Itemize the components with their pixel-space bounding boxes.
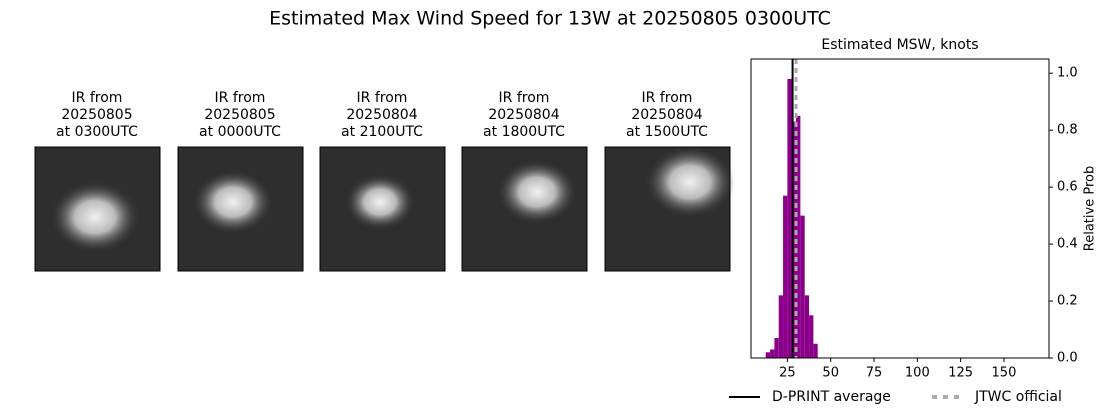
panel-label: at 0000UTC [199,124,281,140]
panel-label: IR from [499,90,550,106]
y-tick-label: 0.4 [1057,237,1078,252]
ir-frame [319,146,446,272]
panel-label: 20250804 [631,107,702,123]
panel-label: 20250805 [61,107,132,123]
legend-label: D-PRINT average [772,389,891,405]
bar [778,295,784,358]
cloud [645,146,735,218]
y-tick-label: 0.2 [1057,294,1078,309]
panel-label: 20250805 [204,107,275,123]
ir-frame [177,146,304,272]
bar [783,195,788,358]
chart-title: Estimated MSW, knots [821,37,978,53]
panel-label: at 0300UTC [56,124,138,140]
bar [791,121,797,359]
y-tick-label: 0.0 [1057,351,1078,366]
legend-label: JTWC official [974,389,1062,405]
panel-label: IR from [215,90,266,106]
y-axis-label: Relative Prob [1083,166,1098,251]
panel-label: at 2100UTC [341,124,423,140]
x-tick-label: 150 [992,366,1017,381]
bar [804,295,810,358]
bar [813,343,818,358]
histogram-chart: Estimated MSW, knots 25 50 75 100 125 150 0.0 0.… [729,37,1098,405]
bar [765,352,771,358]
panel-label: at 1500UTC [626,124,708,140]
x-tick-label: 50 [822,366,839,381]
y-tick-label: 1.0 [1057,66,1078,81]
panel-label: 20250804 [488,107,559,123]
y-tick-label: 0.6 [1057,180,1078,195]
cloud [345,174,415,230]
bar [770,349,775,358]
ir-frame [604,146,731,272]
cloud [497,160,577,224]
bar [809,315,814,358]
x-tick-label: 25 [779,366,796,381]
x-tick-label: 125 [948,366,973,381]
bar [796,115,801,358]
bar [800,215,805,358]
cloud [193,170,273,234]
panel-label: at 1800UTC [483,124,565,140]
plot-frame [750,58,1050,359]
ir-frame [461,146,588,272]
x-tick-label: 75 [866,366,883,381]
figure-title: Estimated Max Wind Speed for 13W at 2025… [269,8,831,30]
panel-label: IR from [357,90,408,106]
panel-label: 20250804 [346,107,417,123]
bar [787,78,792,358]
panel-label: IR from [72,90,123,106]
panel-label: IR from [642,90,693,106]
bar [774,338,779,358]
x-tick-label: 100 [905,366,930,381]
ir-frame [34,146,161,272]
y-tick-label: 0.8 [1057,123,1078,138]
cloud [50,181,140,253]
